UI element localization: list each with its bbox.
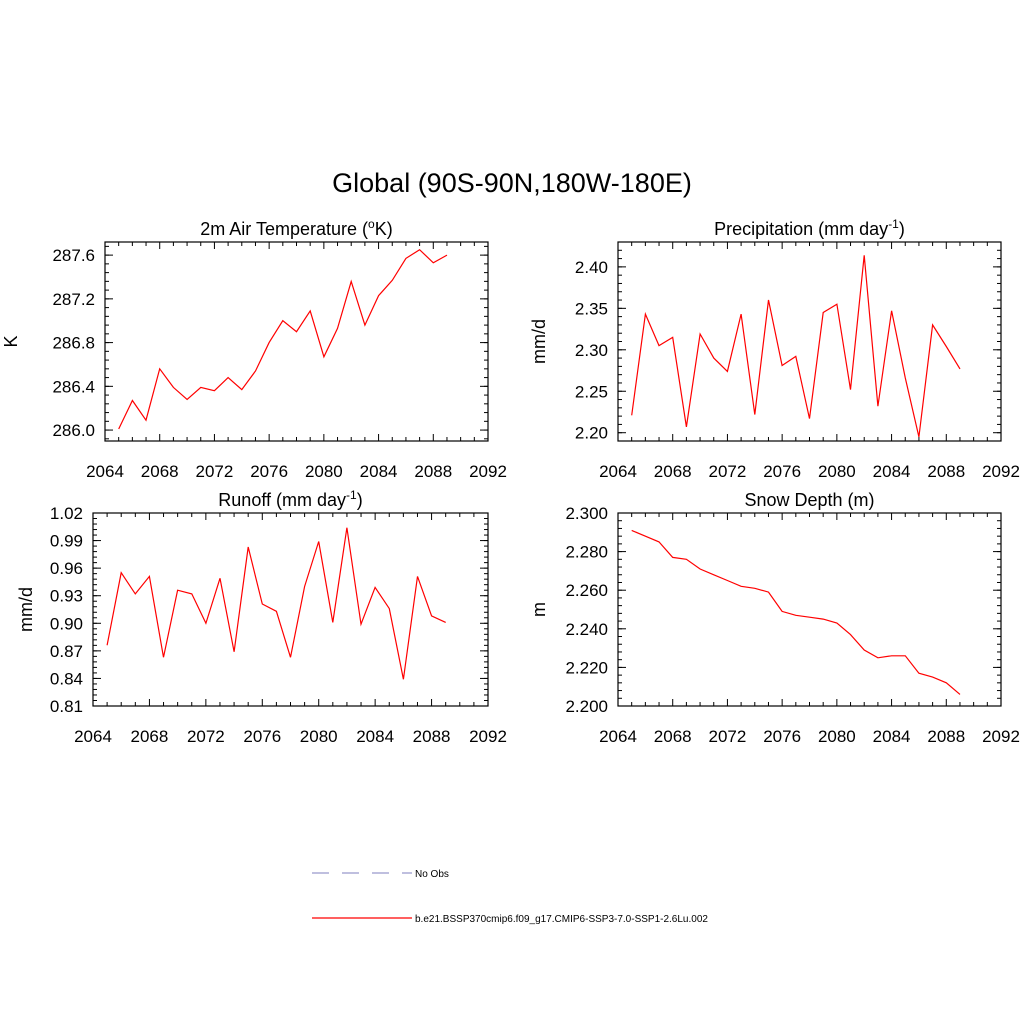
y-tick-label: 287.6 (52, 246, 95, 265)
y-tick-label: 2.35 (575, 299, 608, 318)
chart-title: Snow Depth (m) (744, 490, 874, 510)
chart-title: Precipitation (mm day-1) (714, 217, 905, 239)
x-tick-label: 2080 (818, 727, 856, 746)
y-tick-label: 0.99 (50, 532, 83, 551)
y-tick-label: 1.02 (50, 504, 83, 523)
x-tick-label: 2080 (305, 462, 343, 481)
x-tick-label: 2084 (873, 462, 911, 481)
x-tick-label: 2092 (982, 462, 1020, 481)
x-tick-label: 2080 (818, 462, 856, 481)
x-tick-label: 2072 (187, 727, 225, 746)
x-tick-label: 2068 (654, 462, 692, 481)
page-title: Global (90S-90N,180W-180E) (332, 168, 692, 198)
y-axis-label: mm/d (16, 587, 36, 632)
y-tick-label: 2.30 (575, 341, 608, 360)
y-tick-label: 0.81 (50, 697, 83, 716)
chart-panel: 2064 2068 2072 2076 2080 2084 2088 2092 2.200 2.2… (529, 490, 1020, 746)
y-tick-label: 0.96 (50, 559, 83, 578)
legend: No Obs b.e21.BSSP370cmip6.f09_g17.CMIP6-S… (312, 869, 708, 925)
x-tick-label: 2064 (86, 462, 124, 481)
y-tick-label: 2.260 (565, 581, 608, 600)
x-tick-label: 2076 (243, 727, 281, 746)
x-tick-label: 2092 (469, 727, 507, 746)
x-tick-label: 2072 (196, 462, 234, 481)
x-tick-label: 2064 (74, 727, 112, 746)
y-tick-label: 287.2 (52, 290, 95, 309)
chart-panel: 2064 2068 2072 2076 2080 2084 2088 2092 286.0 286… (1, 217, 507, 481)
x-tick-label: 2084 (873, 727, 911, 746)
x-tick-label: 2084 (356, 727, 394, 746)
chart-panel: 2064 2068 2072 2076 2080 2084 2088 2092 2.20 2.25… (529, 217, 1020, 481)
y-axis-label: mm/d (529, 319, 549, 364)
y-tick-label: 0.90 (50, 614, 83, 633)
y-tick-label: 2.40 (575, 258, 608, 277)
y-tick-label: 2.300 (565, 504, 608, 523)
y-tick-label: 2.280 (565, 543, 608, 562)
legend-label: b.e21.BSSP370cmip6.f09_g17.CMIP6-SSP3-7.… (415, 914, 708, 925)
x-tick-label: 2088 (414, 462, 452, 481)
y-tick-label: 2.200 (565, 697, 608, 716)
x-tick-label: 2088 (927, 727, 965, 746)
y-tick-label: 286.0 (52, 421, 95, 440)
x-tick-label: 2068 (654, 727, 692, 746)
legend-label: No Obs (415, 869, 449, 880)
plot-frame (617, 512, 1002, 707)
plot-frame (104, 241, 489, 442)
series-line (118, 248, 448, 430)
y-tick-label: 0.84 (50, 669, 83, 688)
chart-title: 2m Air Temperature (oK) (200, 217, 392, 239)
chart-panel: 2064 2068 2072 2076 2080 2084 2088 2092 0.81 0.84… (16, 488, 507, 746)
y-tick-label: 2.20 (575, 424, 608, 443)
x-tick-label: 2076 (763, 462, 801, 481)
x-tick-label: 2076 (250, 462, 288, 481)
x-tick-label: 2088 (413, 727, 451, 746)
x-tick-label: 2064 (599, 727, 637, 746)
y-axis-label: K (1, 335, 21, 347)
x-tick-label: 2076 (763, 727, 801, 746)
y-tick-label: 286.4 (52, 377, 95, 396)
series-line (631, 255, 961, 438)
x-tick-label: 2068 (141, 462, 179, 481)
series-line (631, 529, 961, 695)
x-tick-label: 2092 (469, 462, 507, 481)
x-tick-label: 2092 (982, 727, 1020, 746)
x-tick-label: 2068 (131, 727, 169, 746)
x-tick-label: 2088 (927, 462, 965, 481)
x-tick-label: 2064 (599, 462, 637, 481)
series-line (106, 527, 446, 680)
y-tick-label: 286.8 (52, 334, 95, 353)
x-tick-label: 2072 (709, 462, 747, 481)
y-tick-label: 2.25 (575, 382, 608, 401)
x-tick-label: 2072 (709, 727, 747, 746)
y-tick-label: 2.240 (565, 620, 608, 639)
y-tick-label: 2.220 (565, 658, 608, 677)
x-tick-label: 2084 (360, 462, 398, 481)
y-tick-label: 0.87 (50, 642, 83, 661)
chart-title: Runoff (mm day-1) (218, 488, 362, 510)
y-tick-label: 0.93 (50, 587, 83, 606)
y-axis-label: m (529, 602, 549, 617)
x-tick-label: 2080 (300, 727, 338, 746)
